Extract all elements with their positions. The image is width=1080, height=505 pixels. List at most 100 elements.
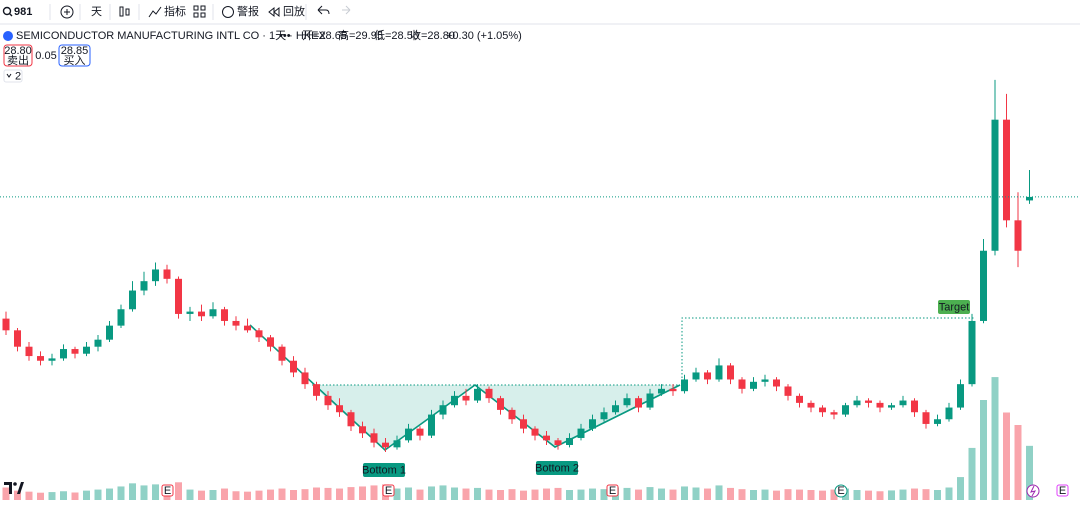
candle-body [911, 400, 918, 413]
candle-body [1026, 196, 1033, 201]
volume-bar [405, 487, 412, 500]
label-box [536, 461, 578, 475]
replay-icon[interactable] [268, 6, 280, 18]
toolbar: 981 天 指标 警报 回放 [0, 4, 1080, 25]
event-marker[interactable] [834, 484, 848, 498]
candle-body [669, 388, 677, 392]
undo[interactable] [317, 5, 330, 15]
symbol[interactable]: 981 [14, 6, 32, 18]
candle-body [290, 360, 297, 373]
volume-bar [658, 488, 665, 500]
candle-body [600, 412, 608, 420]
candle-body [888, 405, 895, 408]
buy-button[interactable] [58, 44, 91, 67]
volume-bar [359, 486, 366, 500]
volume-bar [980, 400, 987, 500]
change: +0.30 (+1.05%) [446, 30, 522, 42]
more[interactable]: ••• [279, 30, 291, 42]
volume-bar [600, 489, 608, 500]
candle-body [255, 330, 263, 338]
templates[interactable] [193, 5, 199, 11]
candle-body [922, 412, 930, 424]
volume-bar [968, 447, 976, 500]
volume-bar [554, 487, 562, 500]
indicators[interactable]: 指标 [164, 4, 186, 18]
candle-body [796, 395, 803, 403]
candle-body [957, 384, 964, 408]
volume-bar [232, 491, 240, 500]
event-marker[interactable] [382, 484, 395, 497]
volume-bar [474, 487, 481, 500]
volume-bar [278, 488, 286, 500]
volume-bar [71, 492, 79, 500]
volume-bar [1026, 445, 1033, 500]
candle-body [267, 337, 274, 347]
candle-body [853, 400, 861, 406]
event-marker[interactable] [606, 484, 619, 497]
candle-body [991, 119, 999, 251]
sell-price: 28.80 [4, 45, 32, 57]
symbol-logo [3, 31, 13, 41]
volume-bar [945, 487, 953, 500]
alert-icon[interactable] [222, 6, 234, 18]
volume-bar [692, 487, 700, 500]
volume-bar [140, 485, 148, 500]
volume-bar [175, 482, 182, 500]
volume-bar [865, 490, 872, 500]
volume-bar [117, 486, 125, 500]
candle-body [393, 440, 401, 448]
volume-bar [267, 489, 274, 500]
volume-bar [209, 490, 217, 500]
replay[interactable]: 回放 [283, 4, 305, 18]
candle-body [382, 442, 389, 448]
interval[interactable]: 天 [91, 6, 102, 18]
event-marker[interactable] [1056, 484, 1069, 497]
volume-bar [577, 489, 585, 500]
bottom1-label: Bottom 1 [362, 464, 406, 476]
volume-bar [416, 489, 424, 500]
indicators-icon[interactable] [148, 6, 162, 18]
label-box [938, 300, 970, 314]
volume-bar [428, 486, 435, 500]
candle-body [589, 419, 596, 429]
volume-bar [543, 488, 550, 500]
volume-bar [198, 490, 205, 500]
volume-bar [704, 488, 711, 500]
indicator-toggle[interactable] [3, 69, 23, 83]
volume-bar [336, 488, 343, 500]
volume-bar [37, 492, 44, 500]
spread: 0.05 [35, 50, 56, 62]
candle-body [462, 395, 470, 401]
volume-bar [152, 484, 159, 500]
candle-body [163, 269, 171, 279]
add-symbol[interactable] [60, 5, 74, 19]
candle-body [140, 281, 148, 291]
candle-body [773, 379, 780, 387]
symbol-title: SEMICONDUCTOR MANUFACTURING INTL CO · 1天… [16, 30, 327, 42]
volume-bar [244, 491, 251, 500]
volume-bar [508, 489, 516, 500]
candle-body [301, 372, 309, 385]
event-marker[interactable] [161, 484, 174, 497]
volume-bar [25, 491, 33, 500]
candle-body [129, 290, 136, 310]
indicator-count: 2 [15, 70, 21, 82]
volume-bar [727, 487, 734, 500]
volume-bar [761, 489, 769, 500]
candle-body [1003, 119, 1010, 221]
candle-body [48, 358, 56, 361]
volume-bar [876, 491, 884, 500]
sell-button[interactable] [3, 44, 33, 67]
candle-body [60, 349, 67, 359]
search-icon[interactable] [2, 6, 12, 16]
redo[interactable] [342, 5, 351, 15]
candle-body [784, 386, 792, 396]
chart-type[interactable] [119, 6, 124, 17]
volume-bar [623, 487, 631, 500]
candle-body [324, 395, 332, 406]
candle-body [520, 419, 527, 429]
alerts[interactable]: 警报 [237, 4, 259, 18]
candle-body [94, 339, 102, 347]
volume-bar [911, 488, 918, 500]
volume-bar [681, 486, 688, 500]
